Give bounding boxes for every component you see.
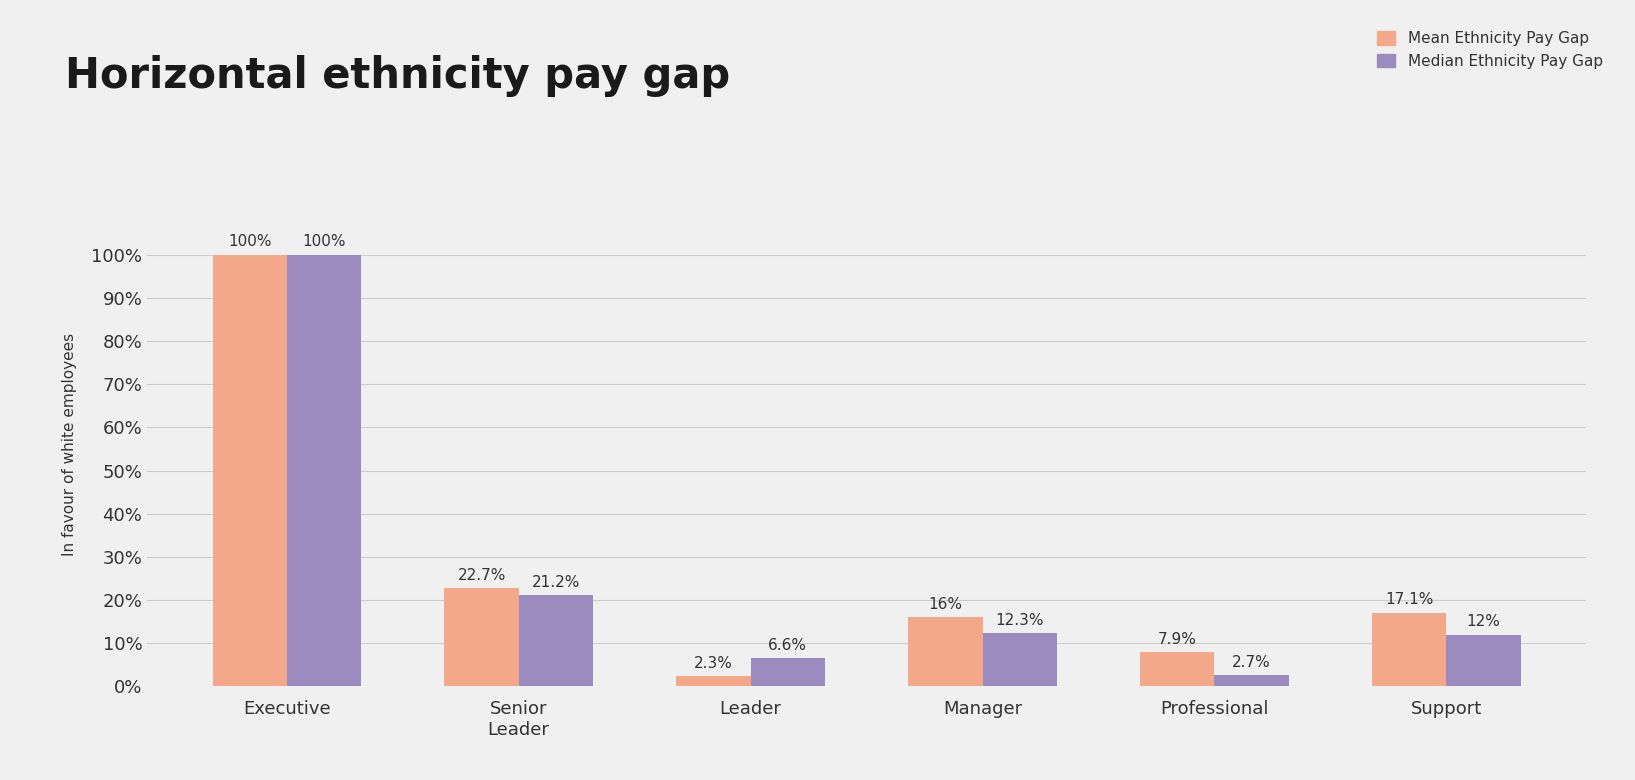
Bar [213, 254, 286, 686]
Bar [286, 254, 361, 686]
Text: 2.7%: 2.7% [1233, 654, 1270, 669]
Text: 2.3%: 2.3% [693, 656, 732, 672]
Text: 12%: 12% [1467, 615, 1501, 629]
Text: 12.3%: 12.3% [996, 613, 1043, 628]
Text: 21.2%: 21.2% [531, 575, 580, 590]
Text: 7.9%: 7.9% [1158, 632, 1197, 647]
Bar [1215, 675, 1288, 686]
Bar [1447, 635, 1521, 686]
Y-axis label: In favour of white employees: In favour of white employees [62, 333, 77, 556]
Text: 17.1%: 17.1% [1385, 592, 1434, 608]
Text: 100%: 100% [227, 235, 271, 250]
Text: Horizontal ethnicity pay gap: Horizontal ethnicity pay gap [65, 55, 731, 97]
Legend: Mean Ethnicity Pay Gap, Median Ethnicity Pay Gap: Mean Ethnicity Pay Gap, Median Ethnicity… [1377, 31, 1602, 69]
Text: 22.7%: 22.7% [458, 568, 505, 583]
Bar [909, 617, 983, 686]
Bar [445, 588, 518, 686]
Bar [677, 676, 750, 686]
Bar [750, 658, 824, 686]
Text: 16%: 16% [929, 597, 963, 612]
Bar [518, 595, 594, 686]
Text: 6.6%: 6.6% [768, 638, 808, 653]
Bar [1372, 612, 1447, 686]
Text: 100%: 100% [302, 235, 345, 250]
Bar [1140, 652, 1215, 686]
Bar [983, 633, 1056, 686]
